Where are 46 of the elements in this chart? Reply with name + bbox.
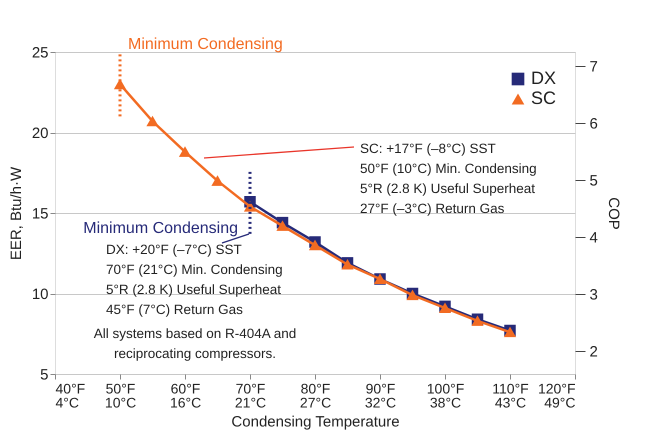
ref-line-label: Minimum Condensing (128, 36, 283, 53)
x2-tick-label: 49°C (544, 394, 576, 410)
y2-tick-label: 3 (590, 286, 598, 304)
x-tick-label: 80°F (300, 380, 330, 396)
x-tick-label: 100°F (426, 380, 464, 396)
y-tick-label: 10 (32, 286, 48, 303)
annotation: DX: +20°F (–7°C) SST (106, 242, 242, 257)
x2-tick-label: 27°C (300, 394, 332, 410)
y2-tick-label: 4 (590, 230, 598, 247)
annotation: 5°R (2.8 K) Useful Superheat (360, 181, 536, 196)
annotation: reciprocating compressors. (114, 346, 276, 361)
y2-tick-label: 2 (590, 344, 598, 361)
y-tick-label: 5 (40, 366, 48, 384)
x2-tick-label: 43°C (494, 394, 526, 410)
annotation: 27°F (–3°C) Return Gas (360, 201, 505, 216)
legend-label: DX (531, 68, 556, 88)
x-axis-title: Condensing Temperature (231, 414, 400, 430)
y2-tick-label: 6 (590, 116, 598, 133)
x2-tick-label: 4°C (56, 394, 79, 410)
x2-tick-label: 16°C (170, 394, 202, 410)
annotation: All systems based on R-404A and (94, 326, 296, 341)
annotation: 70°F (21°C) Min. Condensing (106, 262, 283, 277)
y-tick-label: 25 (32, 44, 48, 62)
x2-tick-label: 38°C (430, 394, 462, 410)
x-tick-label: 40°F (56, 380, 86, 396)
x-tick-label: 90°F (366, 380, 396, 396)
x-tick-label: 50°F (106, 380, 136, 396)
y-axis-title: EER, Btu/h·W (8, 166, 25, 260)
annotation: SC: +17°F (–8°C) SST (360, 141, 496, 156)
y-tick-label: 15 (32, 206, 48, 222)
y2-tick-label: 7 (590, 58, 598, 76)
x-tick-label: 70°F (236, 380, 266, 396)
annotation: 45°F (7°C) Return Gas (106, 302, 244, 317)
y2-axis-title: COP (604, 197, 622, 230)
x2-tick-label: 21°C (234, 394, 266, 410)
x-tick-label: 120°F (538, 380, 576, 396)
x-tick-label: 110°F (492, 380, 529, 396)
annotation: 5°R (2.8 K) Useful Superheat (106, 282, 282, 297)
x2-tick-label: 10°C (104, 394, 136, 410)
x2-tick-label: 32°C (364, 394, 396, 410)
annotation: 50°F (10°C) Min. Condensing (360, 161, 537, 176)
y-tick-label: 20 (32, 125, 48, 142)
ref-line-label: Minimum Condensing (83, 220, 238, 237)
legend-label: SC (531, 88, 556, 108)
y2-tick-label: 5 (590, 172, 598, 190)
x-tick-label: 60°F (170, 380, 200, 396)
